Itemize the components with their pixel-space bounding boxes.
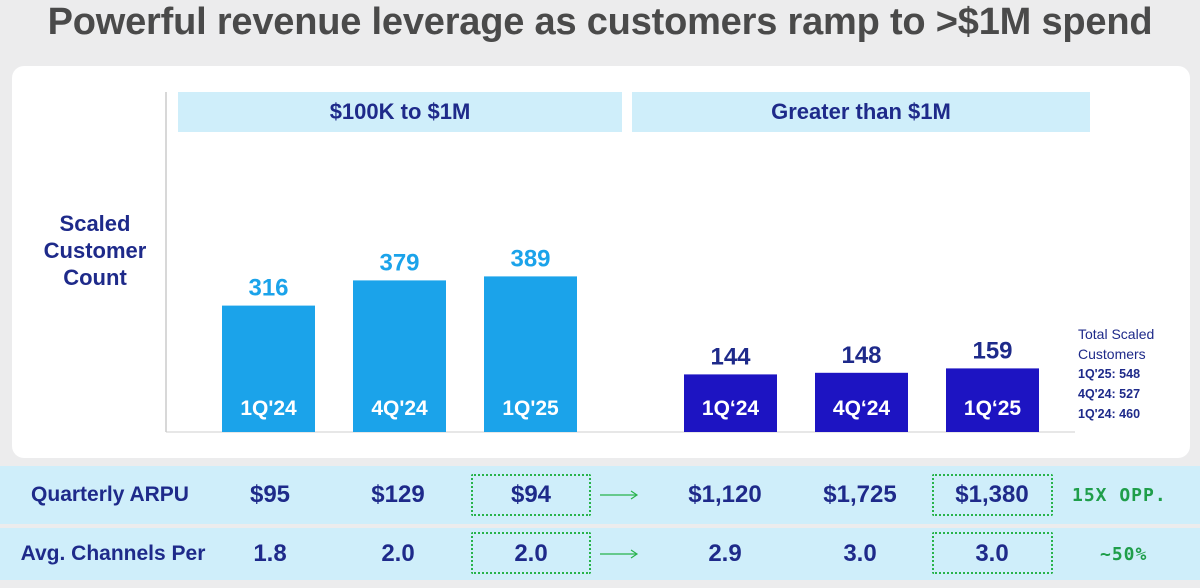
table-cell: $95 [249, 481, 291, 508]
bar-category-label: 1Q‘25 [964, 397, 1022, 420]
bar-category-label: 1Q‘24 [702, 397, 760, 420]
arrow-right-icon [600, 549, 639, 559]
total-customers-title: Total Scaled Customers [1078, 326, 1155, 362]
bar-value-label: 148 [841, 342, 881, 369]
bar-category-label: 1Q'24 [240, 397, 297, 420]
table-cell: 3.0 [843, 540, 877, 567]
bar [353, 280, 446, 432]
row-label: Quarterly ARPU [31, 483, 189, 506]
table-cell: 1.8 [253, 540, 287, 567]
bar-value-label: 159 [972, 337, 1012, 364]
bar-value-label: 144 [710, 343, 751, 370]
bar-value-label: 389 [510, 245, 550, 272]
arrow-right-icon [600, 490, 639, 500]
y-axis-label-line: Customer [43, 238, 147, 263]
bar-value-label: 379 [379, 249, 419, 276]
highlight-box [471, 474, 591, 516]
highlight-box [471, 532, 591, 574]
bar [815, 372, 908, 432]
bar [684, 374, 777, 432]
total-customers-note: Total Scaled Customers 1Q'25: 548 4Q'24:… [1078, 324, 1188, 424]
y-axis-label-line: Count [63, 265, 127, 290]
page-title: Powerful revenue leverage as customers r… [47, 1, 1153, 43]
opportunity-note: 15X OPP. [1072, 484, 1167, 506]
table-cell: $1,120 [688, 481, 762, 508]
y-axis-label-line: Scaled [59, 211, 131, 236]
bar-value-label: 316 [248, 275, 288, 302]
bar-category-label: 4Q‘24 [833, 397, 891, 420]
row-label: Avg. Channels Per [20, 542, 206, 565]
table-cell: 2.0 [514, 540, 548, 567]
total-customers-item: 1Q'24: 460 [1078, 407, 1141, 421]
highlight-box [932, 474, 1053, 516]
table-cell: 2.0 [381, 540, 415, 567]
channels-note: ~50% [1100, 543, 1148, 565]
total-customers-item: 4Q'24: 527 [1078, 387, 1141, 401]
bar-category-label: 4Q'24 [371, 397, 428, 420]
bar [946, 368, 1039, 432]
table-cell: $129 [371, 481, 425, 508]
highlight-box [932, 532, 1053, 574]
table-cell: 3.0 [975, 540, 1009, 567]
bar-category-label: 1Q'25 [502, 397, 559, 420]
total-customers-item: 1Q'25: 548 [1078, 367, 1141, 381]
group-header-100k-1m: $100K to $1M [178, 92, 622, 132]
table-cell: $94 [510, 481, 552, 508]
bar [222, 305, 315, 432]
table-cell: 2.9 [708, 540, 742, 567]
y-axis-label: Scaled Customer Count [30, 210, 160, 291]
table-cell: $1,380 [955, 481, 1029, 508]
bar [484, 276, 577, 432]
group-header-over-1m: Greater than $1M [632, 92, 1090, 132]
table-row-arpu: Quarterly ARPU $95 $129 $94 $1,120 $1,72… [0, 466, 1200, 524]
table-row-channels: Avg. Channels Per 1.8 2.0 2.0 2.9 3.0 3.… [0, 528, 1200, 580]
bars-layer: 316 1Q'24 379 4Q'24 389 1Q'25 144 1Q‘24 148 4Q‘24… [222, 245, 1039, 432]
table-cell: $1,725 [823, 481, 897, 508]
